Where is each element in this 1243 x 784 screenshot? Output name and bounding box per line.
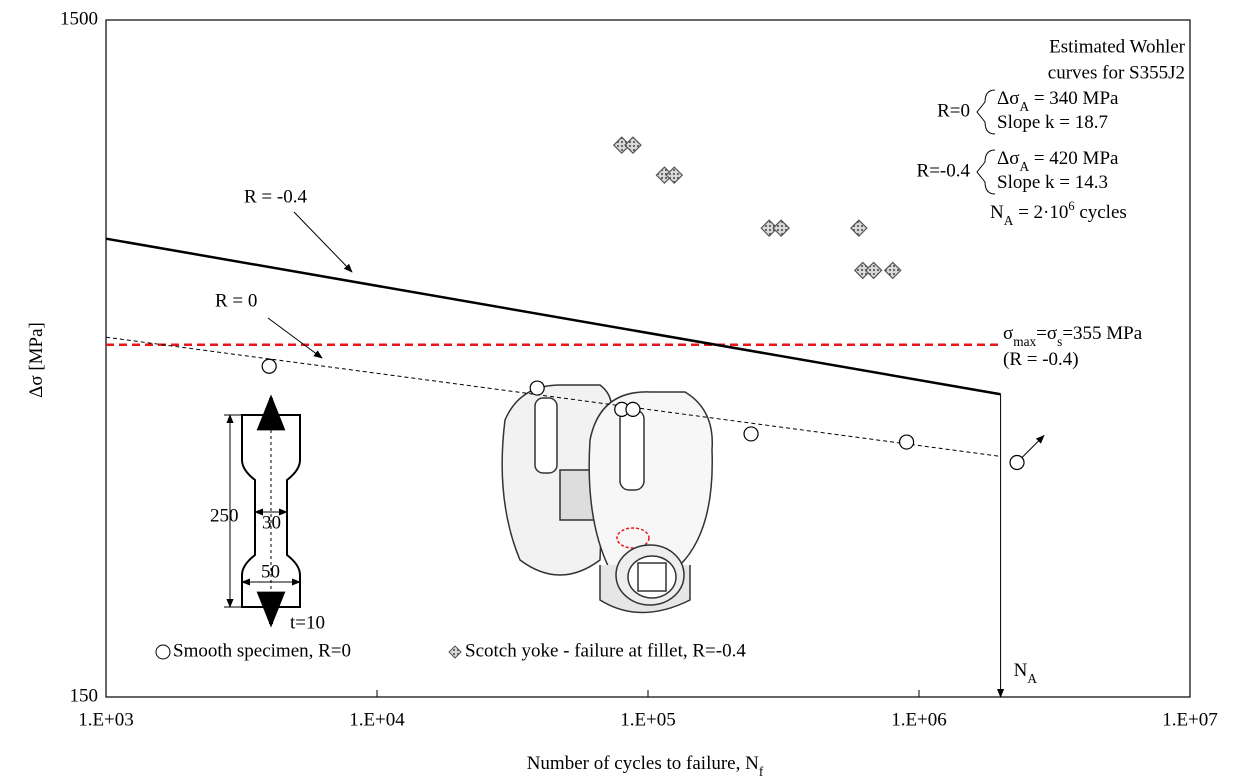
na-label-part: A <box>1027 671 1037 686</box>
info-group-label: R=-0.4 <box>917 160 971 181</box>
limit-label-part: =σ <box>1036 323 1057 344</box>
x-axis-title-part: f <box>759 764 764 779</box>
limit-label-part: σ <box>1003 323 1013 344</box>
data-point <box>666 167 682 183</box>
na-label: NA <box>1014 660 1038 685</box>
legend-marker <box>449 646 461 658</box>
y-axis-title-part: Δσ [MPa] <box>26 322 47 398</box>
info-line-part: Slope k = 14.3 <box>997 172 1108 193</box>
data-point <box>530 381 544 395</box>
x-tick-label: 1.E+06 <box>891 709 947 730</box>
y-tick-label: 150 <box>70 685 99 706</box>
dimension-label: 30 <box>262 512 281 533</box>
data-point <box>885 262 901 278</box>
data-point <box>1010 456 1024 470</box>
data-point <box>900 435 914 449</box>
dimension-label: 250 <box>210 505 239 526</box>
y-tick-label: 1500 <box>60 8 98 29</box>
fit-line <box>106 239 1001 395</box>
data-point <box>744 427 758 441</box>
chart: 1.E+03 1.E+04 1.E+05 1.E+06 1.E+07 150 1500 Num… <box>0 0 1243 784</box>
x-tick-label: 1.E+05 <box>620 709 676 730</box>
data-point <box>866 262 882 278</box>
data-point <box>625 137 641 153</box>
info-footer-part: A <box>1004 213 1014 228</box>
line-label: R = -0.4 <box>244 186 307 207</box>
info-line-part: Δσ <box>997 88 1019 109</box>
brace <box>977 150 995 194</box>
info-line-part: = 340 MPa <box>1029 88 1119 109</box>
x-tick-label: 1.E+03 <box>78 709 134 730</box>
limit-label: (R = -0.4) <box>1003 349 1079 370</box>
info-footer-part: cycles <box>1075 202 1127 223</box>
dimension-label: 50 <box>261 561 280 582</box>
limit-label: σmax=σs=355 MPa <box>1003 323 1143 348</box>
annotation-arrow <box>294 212 352 272</box>
info-line-part: A <box>1019 99 1029 114</box>
info-line-part: Δσ <box>997 148 1019 169</box>
data-point <box>626 402 640 416</box>
limit-label-part: =355 MPa <box>1062 323 1142 344</box>
line-label: R = 0 <box>215 290 257 311</box>
dimension-label: t=10 <box>290 612 325 633</box>
x-tick-label: 1.E+07 <box>1162 709 1218 730</box>
x-tick-label: 1.E+04 <box>349 709 405 730</box>
info-line-part: A <box>1019 159 1029 174</box>
annotation-arrow <box>268 318 322 358</box>
data-point <box>851 220 867 236</box>
x-axis-title-part: Number of cycles to failure, N <box>527 753 759 774</box>
limit-label-part: max <box>1013 333 1036 348</box>
info-line: ΔσA = 340 MPa <box>997 88 1119 113</box>
info-footer: NA = 2·106 cycles <box>990 199 1127 228</box>
limit-label-part: (R = -0.4) <box>1003 349 1079 370</box>
info-group-label: R=0 <box>937 100 970 121</box>
info-title: Estimated Wohler <box>1049 36 1186 57</box>
info-line: Slope k = 14.3 <box>997 172 1108 193</box>
data-point <box>773 220 789 236</box>
legend-label: Scotch yoke - failure at fillet, R=-0.4 <box>465 640 746 661</box>
runout-arrow <box>1022 436 1044 458</box>
legend-marker <box>156 645 170 659</box>
data-point <box>262 359 276 373</box>
info-line: ΔσA = 420 MPa <box>997 148 1119 173</box>
info-title: curves for S355J2 <box>1048 62 1185 83</box>
info-footer-part: N <box>990 202 1004 223</box>
y-axis-title: Δσ [MPa] <box>26 322 47 398</box>
scotch-yoke-drawing <box>502 385 712 613</box>
info-line-part: Slope k = 18.7 <box>997 112 1108 133</box>
legend-label: Smooth specimen, R=0 <box>173 640 351 661</box>
x-axis-title: Number of cycles to failure, Nf <box>527 753 764 778</box>
info-line: Slope k = 18.7 <box>997 112 1108 133</box>
brace <box>977 90 995 134</box>
info-footer-part: = 2·10 <box>1013 202 1068 223</box>
info-line-part: = 420 MPa <box>1029 148 1119 169</box>
na-label-part: N <box>1014 660 1028 681</box>
